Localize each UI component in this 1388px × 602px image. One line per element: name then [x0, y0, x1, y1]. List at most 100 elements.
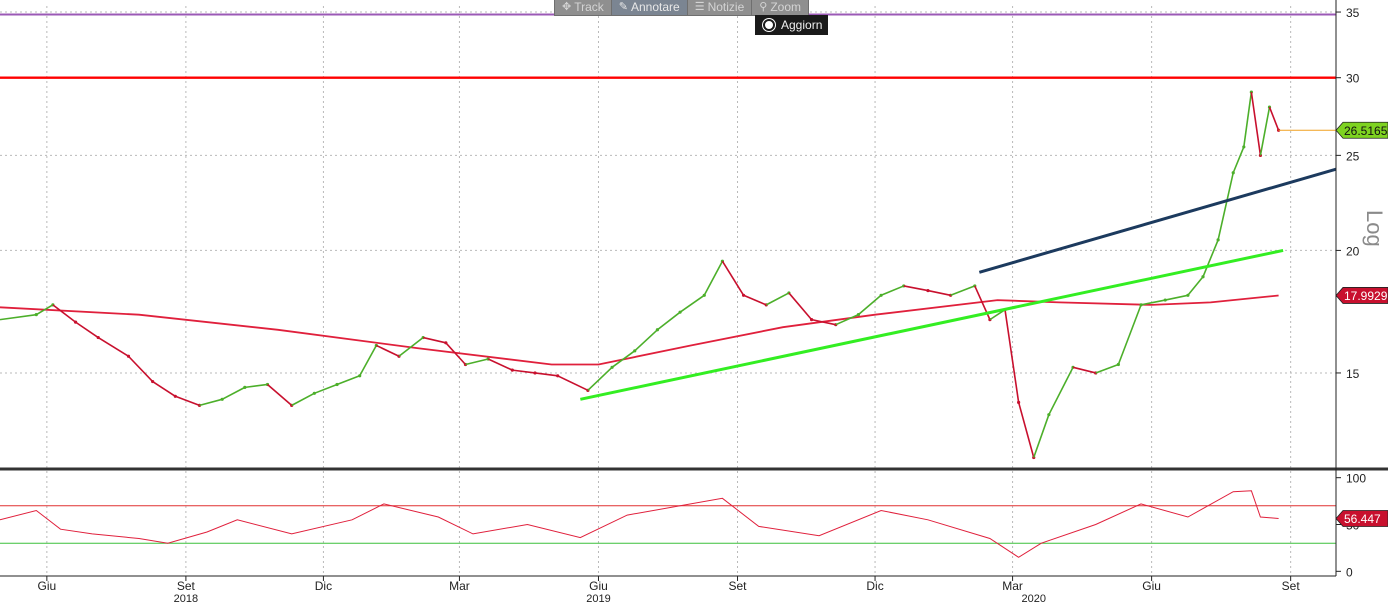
magnifier-icon: ⚲: [759, 1, 768, 13]
radio-icon: [763, 19, 775, 31]
price-segment: [765, 292, 790, 306]
refresh-label: Aggiorn: [781, 18, 823, 32]
document-icon: ☰: [694, 1, 705, 13]
price-segment: [1250, 92, 1262, 156]
price-segment: [1017, 402, 1035, 458]
last-price-tag: 26.5165: [1335, 121, 1388, 139]
price-segment: [811, 318, 836, 326]
moving-average-line: [0, 294, 1279, 366]
year-label: 2019: [586, 593, 610, 602]
moving-average-tag-text: 17.9929: [1344, 289, 1388, 303]
price-segment: [487, 358, 513, 371]
rsi-tag-text: 56.447: [1344, 512, 1381, 526]
price-segment: [152, 380, 176, 397]
price-segment: [97, 336, 129, 357]
price-segment: [0, 313, 37, 321]
x-tick-label: Giu: [589, 579, 608, 593]
price-segment: [721, 260, 745, 296]
news-label: Notizie: [707, 0, 745, 14]
annotate-button[interactable]: ✎ Annotare: [611, 0, 688, 15]
price-segment: [1202, 239, 1219, 278]
rsi-line: [0, 490, 1279, 558]
price-segment: [127, 355, 154, 383]
price-segment: [880, 285, 905, 297]
price-segment: [534, 372, 558, 377]
y-tick-label: 20: [1346, 244, 1360, 258]
x-tick-label: Set: [729, 579, 748, 593]
price-segment: [1072, 366, 1096, 374]
price-segment: [398, 336, 424, 357]
price-segment: [1243, 92, 1253, 148]
track-button[interactable]: ✥ Track: [555, 0, 612, 15]
year-label: 2020: [1021, 593, 1045, 602]
upper-trend-line: [978, 167, 1337, 274]
price-segment: [199, 398, 223, 407]
support-trend-line: [580, 248, 1284, 401]
price-segment: [52, 304, 77, 323]
price-segment: [1259, 106, 1271, 156]
last-price-tag-text: 26.5165: [1344, 124, 1388, 138]
y-tick-label: 30: [1346, 72, 1360, 86]
price-segment: [703, 260, 724, 296]
price-segment: [375, 344, 400, 357]
zoom-button[interactable]: ⚲ Zoom: [752, 0, 808, 15]
x-tick-label: Dic: [866, 579, 883, 593]
zoom-label: Zoom: [770, 0, 802, 14]
x-tick-label: Mar: [1002, 579, 1023, 593]
price-segment: [1048, 366, 1074, 416]
year-label: 2018: [174, 593, 198, 602]
price-segment: [656, 311, 681, 331]
price-segment: [422, 336, 447, 344]
price-segment: [445, 342, 467, 366]
scale-label: Log: [1362, 210, 1387, 247]
last-price-tag-background: [1335, 121, 1388, 139]
news-button[interactable]: ☰ Notizie: [688, 0, 753, 15]
track-label: Track: [574, 0, 604, 14]
y-tick-label: 35: [1346, 6, 1360, 20]
price-segment: [314, 383, 338, 395]
price-segment: [291, 392, 315, 407]
price-segment: [336, 375, 360, 386]
rsi-tag: 56.447: [1335, 510, 1388, 527]
y-tick-label: 25: [1346, 149, 1360, 163]
price-segment: [244, 383, 268, 389]
price-segment: [1140, 299, 1166, 306]
rsi-tick-label: 100: [1346, 472, 1366, 486]
x-tick-label: Set: [177, 579, 196, 593]
price-segment: [221, 386, 246, 401]
price-segment: [1117, 304, 1142, 365]
crosshair-icon: ✥: [562, 1, 572, 13]
price-segment: [587, 366, 613, 391]
chart-toolbar: ✥ Track ✎ Annotare ☰ Notizie ⚲ Zoom: [554, 0, 810, 16]
price-segment: [1217, 172, 1235, 241]
x-tick-label: Giu: [1142, 579, 1161, 593]
x-tick-label: Mar: [449, 579, 470, 593]
price-segment: [903, 285, 929, 292]
price-segment: [175, 395, 200, 407]
y-tick-label: 15: [1346, 367, 1360, 381]
price-segment: [1095, 363, 1119, 374]
price-segment: [358, 345, 378, 377]
moving-average-tag: 17.9929: [1335, 287, 1388, 304]
x-tick-label: Set: [1282, 579, 1301, 593]
price-segment: [634, 329, 658, 352]
price-segment: [1232, 146, 1245, 174]
price-segment: [75, 321, 99, 339]
price-segment: [266, 383, 293, 406]
price-segment: [743, 294, 767, 306]
price-segment: [1165, 294, 1189, 301]
price-segment: [1187, 276, 1204, 296]
price-segment: [950, 285, 976, 297]
x-tick-label: Dic: [315, 579, 332, 593]
rsi-tag-background: [1335, 510, 1388, 527]
price-segment: [611, 350, 636, 368]
rsi-tick-label: 0: [1346, 565, 1353, 579]
price-segment: [835, 313, 859, 326]
price-segment: [512, 369, 536, 374]
price-segment: [557, 375, 589, 392]
annotate-label: Annotare: [631, 0, 680, 14]
x-tick-label: Giu: [38, 579, 57, 593]
refresh-button[interactable]: Aggiorn: [755, 15, 829, 35]
price-segment: [465, 358, 489, 366]
